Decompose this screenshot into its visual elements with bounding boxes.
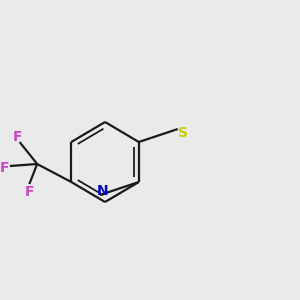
Text: F: F — [25, 185, 34, 199]
Text: F: F — [13, 130, 22, 144]
Text: N: N — [97, 184, 109, 198]
Text: S: S — [178, 126, 188, 140]
Text: F: F — [0, 161, 9, 175]
